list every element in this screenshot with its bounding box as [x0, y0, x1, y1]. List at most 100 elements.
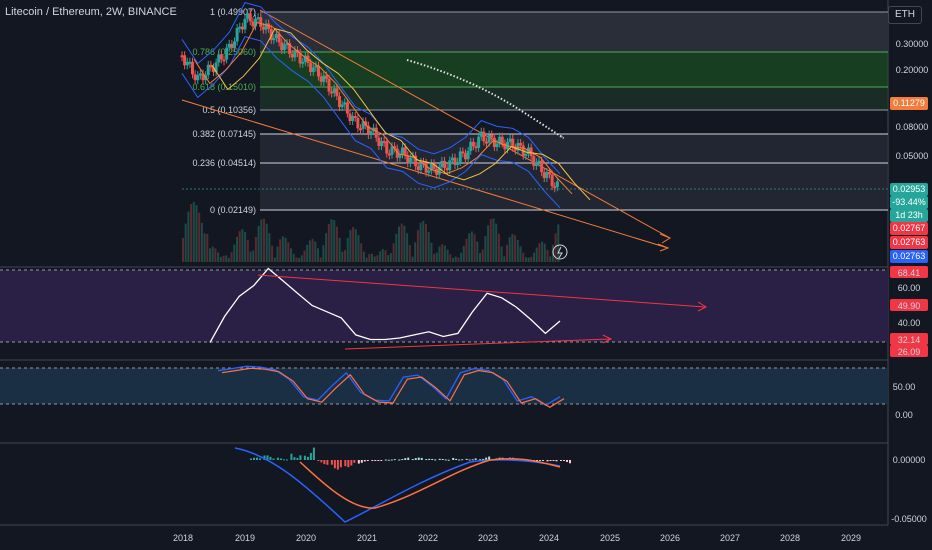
volume-bar: [487, 225, 490, 262]
candle-body: [474, 146, 478, 149]
rsi-axis-badge-2: [890, 299, 928, 311]
candle-body: [369, 131, 373, 136]
price-badge-orange: 0.11279: [890, 97, 928, 110]
band-upper: [181, 2, 561, 175]
volume-bar: [335, 226, 338, 262]
rsi-trendline-lower: [344, 338, 611, 350]
fib-label-1: 0.786 (0.25060): [192, 47, 256, 57]
candle-body: [219, 54, 223, 60]
candle-body: [466, 150, 470, 160]
volume-bar: [425, 224, 427, 262]
candle-body: [185, 61, 189, 66]
candle-body: [485, 141, 488, 144]
macd-bar: [552, 460, 555, 461]
macd-bar: [398, 459, 401, 461]
volume-bar: [290, 248, 292, 262]
candle-body: [254, 18, 257, 27]
candle-body: [322, 75, 326, 82]
candle-body: [453, 157, 457, 165]
price-axis-label-0: 0.30000: [896, 39, 929, 49]
volume-bar: [395, 233, 398, 262]
candle-body: [469, 141, 473, 151]
candle-body: [406, 155, 410, 164]
macd-bar: [303, 455, 306, 460]
candle-body: [285, 43, 289, 46]
macd-bar: [428, 458, 431, 460]
volume-bar: [341, 251, 344, 262]
macd-bar: [282, 459, 285, 461]
candle-body: [243, 18, 247, 30]
macd-bar: [374, 460, 377, 461]
candle-body: [380, 141, 383, 146]
macd-bar: [479, 459, 482, 461]
volume-bar: [317, 248, 319, 262]
volume-bar: [554, 233, 557, 262]
macd-bar: [285, 459, 288, 461]
volume-bar: [182, 238, 184, 262]
volume-bar: [268, 233, 271, 262]
macd-bar: [468, 459, 471, 461]
macd-bar: [309, 452, 312, 460]
macd-bar: [447, 459, 450, 461]
macd-bar: [336, 460, 339, 470]
volume-bar: [495, 223, 498, 262]
volume-bar: [503, 256, 506, 262]
candle-body: [227, 43, 231, 48]
volume-bar: [236, 236, 238, 262]
price-badge-red1: 0.02767: [890, 222, 928, 235]
volume-bar: [203, 233, 206, 262]
candle-body: [191, 61, 194, 75]
macd-bar: [414, 458, 417, 460]
volume-bar: [319, 257, 322, 262]
candle-body: [435, 168, 439, 175]
time-axis-label-8: 2026: [660, 533, 680, 543]
macd-bar: [299, 455, 302, 460]
price-axis-label-2: 0.08000: [896, 122, 929, 132]
candle-body: [230, 43, 234, 48]
candle-body: [251, 21, 255, 27]
volume-bar: [414, 242, 417, 262]
macd-bar: [266, 455, 269, 460]
macd-bar: [546, 460, 549, 462]
ma-orange: [193, 22, 573, 195]
candle-body: [540, 160, 544, 173]
volume-bar: [314, 241, 317, 262]
volume-bar: [346, 238, 349, 262]
rsi-axis-badge-0: [890, 266, 928, 278]
macd-bar: [482, 458, 485, 460]
candle-body: [450, 157, 454, 161]
candle-body: [542, 172, 546, 179]
volume-bar: [368, 253, 371, 262]
volume-bar: [241, 229, 244, 262]
volume-bar: [481, 249, 484, 262]
candle-body: [445, 167, 449, 171]
candle-body: [487, 134, 491, 143]
candle-body: [248, 13, 252, 22]
macd-bar: [431, 458, 434, 460]
volume-bar: [516, 239, 519, 262]
candle-body: [272, 38, 276, 41]
alert-icon: [552, 244, 568, 260]
rsi-arrow-2: [602, 334, 613, 344]
macd-bar: [330, 460, 333, 465]
candle-body: [298, 52, 302, 64]
currency-button[interactable]: ETH: [888, 6, 922, 24]
macd-bar: [549, 460, 552, 461]
macd-bar: [363, 460, 366, 462]
candle-body: [422, 161, 425, 164]
price-axis-label-3: 0.05000: [896, 151, 929, 161]
volume-bar: [349, 230, 352, 262]
candle-body: [500, 136, 504, 144]
candle-body: [345, 102, 349, 114]
volume-bar: [398, 226, 400, 262]
volume-bar: [214, 248, 217, 262]
macd-bar: [569, 460, 571, 464]
macd-bar: [441, 458, 444, 460]
volume-bar: [527, 257, 530, 262]
volume-bar: [257, 225, 260, 262]
volume-bars: [182, 201, 560, 262]
macd-bar: [320, 460, 323, 463]
candle-body: [503, 143, 507, 150]
